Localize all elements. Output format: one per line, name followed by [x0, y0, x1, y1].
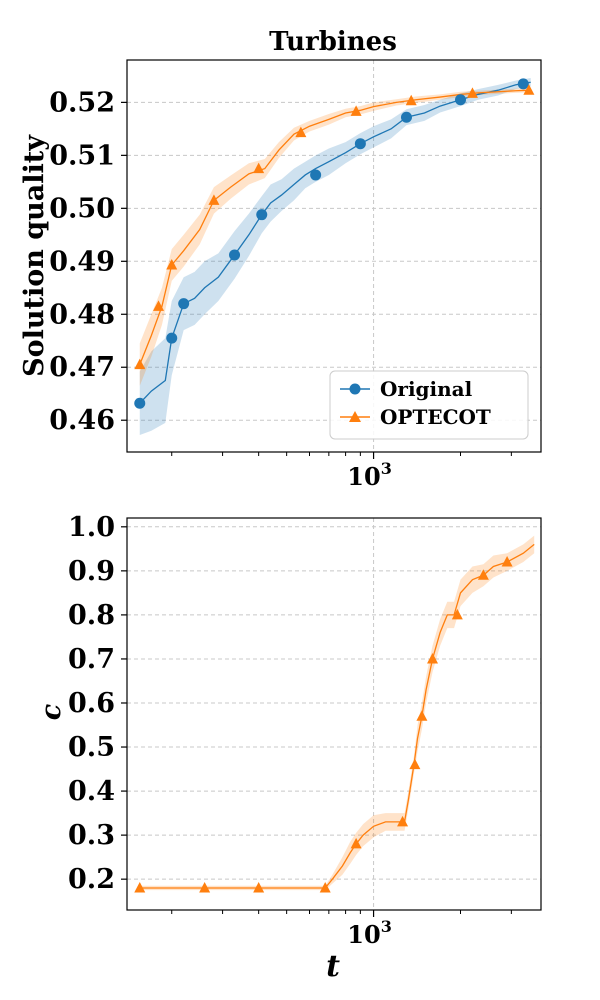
data-point-optecot	[350, 105, 362, 116]
series-line-optecot	[139, 543, 535, 889]
bottom-gridlines	[127, 518, 541, 910]
data-point-optecot	[166, 259, 178, 270]
y-tick-label: 0.51	[49, 140, 115, 171]
y-tick-label: 0.4	[68, 776, 115, 807]
data-point-original	[178, 298, 190, 310]
data-point-original	[166, 332, 178, 344]
bottom-chart-panel: c t 0.2 0.3 0.4 0.5 0.6 0.7 0.8 0.9 1.0 103	[36, 512, 542, 984]
y-tick-label: 0.6	[68, 688, 115, 719]
bottom-y-ticks: 0.2 0.3 0.4 0.5 0.6 0.7 0.8 0.9 1.0	[68, 512, 127, 895]
data-point-optecot	[319, 881, 331, 893]
series-band-optecot	[139, 535, 535, 891]
y-tick-label: 0.5	[68, 732, 115, 763]
data-point-original	[400, 111, 412, 123]
data-point-optecot	[153, 300, 165, 311]
y-tick-label: 0.2	[68, 864, 115, 895]
bottom-series-markers	[134, 556, 513, 893]
top-chart-panel: Turbines Solution quality 0.460.470.480.…	[19, 27, 542, 491]
data-point-original	[455, 94, 467, 106]
data-point-optecot	[134, 881, 146, 893]
y-tick-label: 0.9	[68, 556, 115, 587]
data-point-optecot	[451, 608, 463, 620]
y-tick-label: 0.50	[49, 193, 115, 224]
legend-original-marker	[349, 383, 361, 395]
legend-optecot-marker	[349, 411, 361, 422]
data-point-optecot	[397, 815, 409, 827]
data-point-original	[354, 138, 366, 150]
data-point-optecot	[427, 652, 439, 664]
data-point-original	[310, 169, 322, 181]
data-point-optecot	[134, 358, 146, 370]
data-point-original	[517, 78, 529, 90]
data-point-original	[229, 249, 241, 261]
data-point-original	[134, 397, 146, 409]
data-point-optecot	[409, 758, 421, 770]
series-band-optecot	[139, 88, 531, 386]
data-point-optecot	[295, 126, 307, 138]
bottom-chart-xlabel: t	[326, 949, 340, 984]
top-plot-frame	[126, 59, 542, 453]
data-point-optecot	[199, 881, 211, 893]
data-point-original	[256, 209, 268, 221]
y-tick-label: 0.49	[49, 246, 115, 277]
data-point-optecot	[253, 881, 265, 893]
legend-box	[329, 370, 529, 440]
y-tick-label: 0.52	[49, 87, 115, 118]
data-point-optecot	[405, 94, 417, 106]
x-tick-label: 103	[347, 459, 392, 491]
top-x-ticks: 103	[171, 452, 512, 491]
y-tick-label: 0.3	[68, 820, 115, 851]
y-tick-label: 0.8	[68, 600, 115, 631]
y-tick-label: 1.0	[68, 512, 115, 543]
data-point-optecot	[253, 162, 265, 174]
top-gridlines	[127, 60, 541, 452]
bottom-x-ticks: 103	[171, 910, 512, 949]
data-point-optecot	[477, 569, 489, 580]
y-tick-label: 0.7	[68, 644, 115, 675]
top-legend: Original OPTECOT	[329, 370, 529, 440]
legend-original-label: Original	[380, 377, 473, 401]
data-point-optecot	[466, 87, 478, 98]
series-band-original	[139, 78, 531, 436]
legend-optecot-label: OPTECOT	[380, 405, 491, 429]
top-series-markers	[134, 78, 535, 409]
top-chart-title: Turbines	[269, 27, 397, 57]
bottom-error-bands	[139, 535, 535, 891]
x-tick-label: 103	[347, 917, 392, 949]
bottom-chart-ylabel: c	[36, 704, 67, 720]
data-point-optecot	[501, 556, 513, 567]
series-line-original	[139, 81, 531, 404]
y-tick-label: 0.46	[49, 405, 115, 436]
data-point-optecot	[416, 710, 428, 721]
data-point-optecot	[523, 84, 535, 95]
top-y-ticks: 0.46 0.47 0.48 0.49 0.50 0.51 0.52	[49, 87, 127, 436]
top-error-bands	[139, 78, 531, 436]
data-point-optecot	[208, 194, 220, 205]
bottom-series-lines	[139, 543, 535, 889]
top-chart-ylabel: Solution quality	[19, 134, 50, 377]
data-point-optecot	[350, 837, 362, 849]
y-tick-label: 0.48	[49, 299, 115, 330]
bottom-plot-frame	[126, 517, 542, 911]
y-tick-label: 0.47	[49, 352, 115, 383]
